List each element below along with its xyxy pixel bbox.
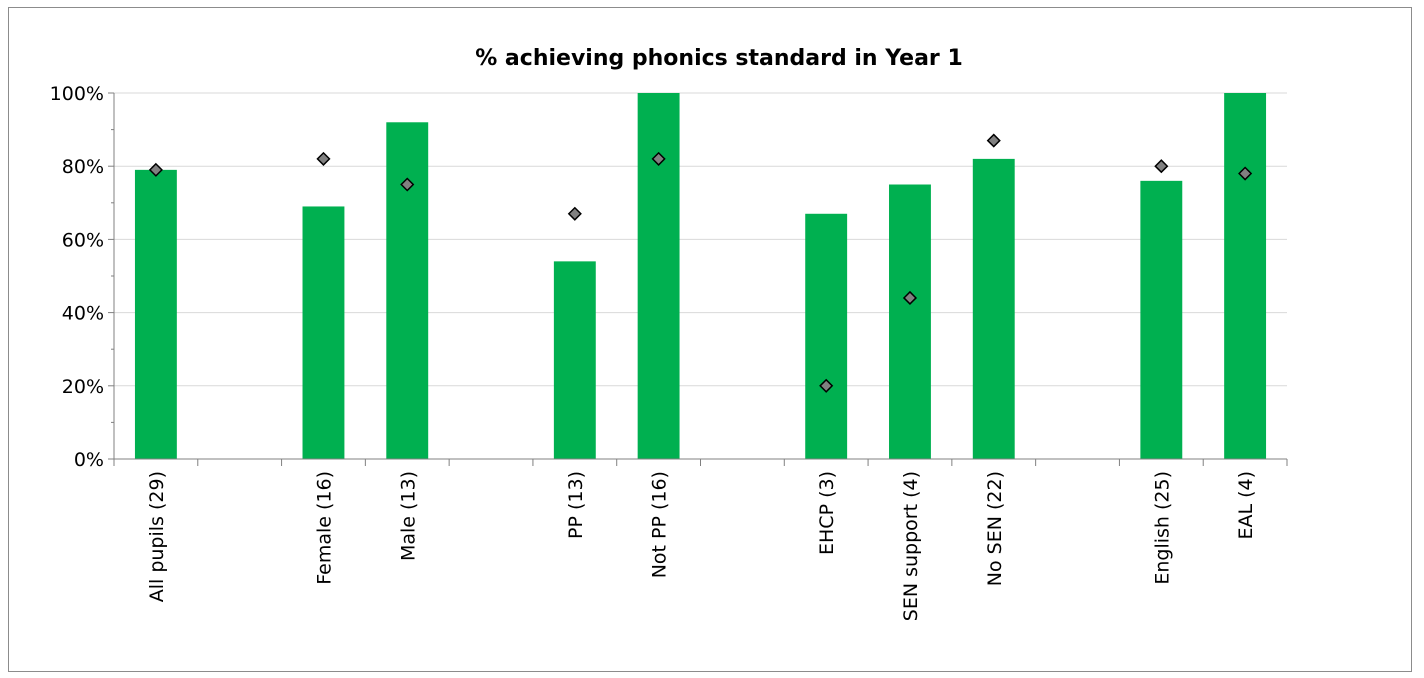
y-tick-label: 40% — [62, 303, 104, 325]
category-label: English (25) — [1151, 471, 1173, 585]
category-label: EHCP (3) — [816, 471, 838, 555]
category-label: EAL (4) — [1235, 471, 1257, 540]
bar — [805, 213, 848, 459]
marker — [316, 151, 331, 166]
marker — [400, 177, 415, 192]
bar — [302, 206, 345, 459]
markers — [148, 133, 1253, 393]
y-tick-label: 80% — [62, 156, 104, 178]
y-tick-label: 20% — [62, 376, 104, 398]
y-tick-label: 60% — [62, 229, 104, 251]
chart-title: % achieving phonics standard in Year 1 — [475, 46, 963, 71]
bar — [889, 184, 931, 459]
y-tick-label: 0% — [74, 449, 104, 471]
bar — [386, 122, 429, 459]
bar — [1140, 180, 1183, 459]
category-label: PP (13) — [565, 471, 587, 539]
category-label: Female (16) — [313, 471, 335, 585]
chart-svg: % achieving phonics standard in Year 1 0… — [50, 46, 1288, 621]
marker — [986, 133, 1001, 148]
category-label: Male (13) — [397, 471, 419, 561]
marker — [148, 162, 163, 177]
marker — [902, 290, 918, 306]
bar — [553, 261, 596, 459]
category-label: No SEN (22) — [984, 471, 1006, 586]
category-label: Not PP (16) — [649, 471, 671, 578]
axes — [108, 92, 1288, 466]
bar — [972, 158, 1015, 459]
chart-frame: % achieving phonics standard in Year 1 0… — [8, 7, 1412, 672]
bars — [134, 93, 1267, 460]
category-label: SEN support (4) — [900, 471, 922, 621]
bar — [1224, 93, 1267, 459]
labels: 0% 20% 40% 60% 80% 100% All pupils (29) Female … — [50, 83, 1257, 621]
category-label: All pupils (29) — [146, 471, 168, 602]
marker — [1154, 159, 1169, 174]
bar — [134, 169, 177, 460]
marker — [1238, 166, 1253, 181]
marker — [651, 151, 666, 166]
marker — [567, 206, 582, 221]
y-tick-label: 100% — [50, 83, 104, 105]
bar — [637, 93, 680, 459]
gridlines — [114, 92, 1287, 387]
marker — [819, 378, 834, 393]
